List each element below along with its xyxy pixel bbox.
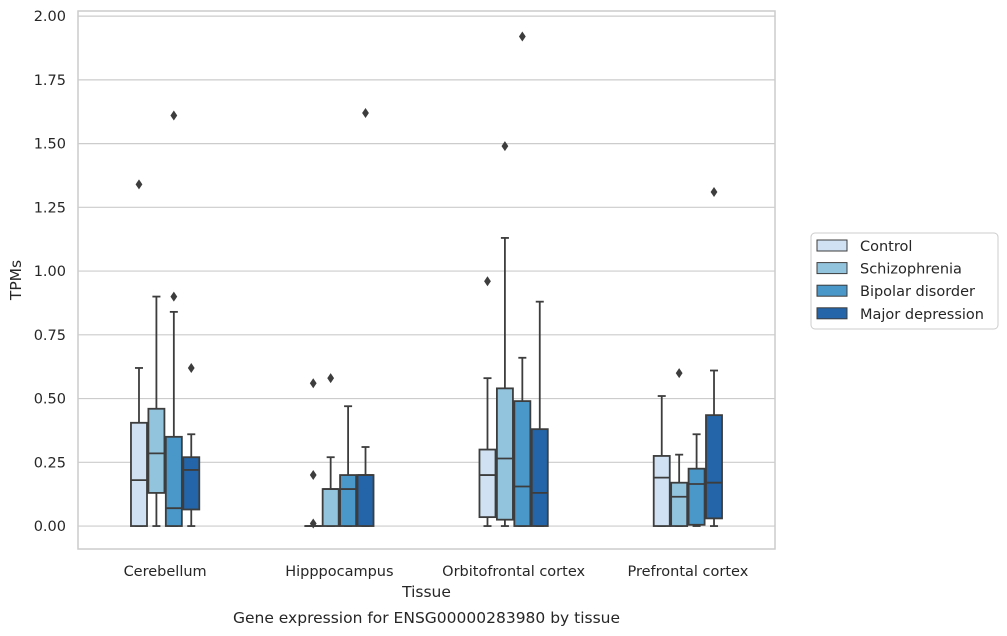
box-group	[339, 405, 358, 527]
legend-entry: Control	[860, 239, 912, 255]
box-group	[670, 368, 689, 527]
box-group	[705, 187, 723, 527]
box-group	[356, 107, 375, 527]
box	[478, 448, 497, 519]
legend-swatch	[816, 239, 848, 252]
box	[182, 456, 201, 511]
box	[130, 421, 148, 527]
box-group	[164, 110, 183, 527]
y-axis-ticks: 0.00 0.25 0.50 0.75 1.00 1.25 1.50 1.75 2.00	[34, 9, 66, 535]
outlier-point	[518, 31, 526, 42]
box-group	[530, 300, 549, 527]
plot-area	[130, 31, 723, 529]
legend-swatch	[816, 262, 848, 275]
y-tick-label: 0.75	[34, 328, 66, 344]
outlier-point	[327, 373, 335, 384]
plot-frame	[77, 10, 776, 550]
box-group	[130, 179, 148, 527]
box	[356, 474, 375, 527]
box-group	[513, 31, 532, 527]
box-group	[495, 141, 514, 527]
outlier-point	[170, 110, 178, 121]
x-tick-label: Hipppocampus	[285, 564, 393, 580]
box-group	[652, 395, 671, 527]
outlier-point	[501, 141, 509, 152]
box	[513, 400, 532, 527]
box	[321, 488, 340, 527]
y-tick-label: 1.25	[34, 200, 66, 216]
outlier-point	[170, 291, 178, 302]
box-group	[321, 373, 340, 527]
y-tick-label: 1.75	[34, 73, 66, 89]
legend-swatch	[816, 307, 848, 320]
x-axis-label: Tissue	[401, 583, 451, 601]
y-tick-label: 0.25	[34, 455, 66, 471]
y-tick-label: 1.50	[34, 137, 66, 153]
outlier-point	[309, 470, 317, 481]
legend-entry: Schizophrenia	[860, 262, 962, 278]
y-tick-label: 0.00	[34, 519, 66, 535]
y-axis-label: TPMs	[7, 260, 25, 301]
figure-caption: Gene expression for ENSG00000283980 by t…	[233, 609, 620, 627]
legend: Control Schizophrenia Bipolar disorder Majo…	[810, 232, 999, 330]
box	[652, 455, 671, 527]
y-tick-label: 0.50	[34, 392, 66, 408]
box	[705, 414, 723, 520]
box-group	[478, 276, 497, 527]
outlier-point	[675, 368, 683, 379]
x-tick-label: Cerebellum	[124, 564, 207, 580]
legend-entry: Major depression	[860, 307, 984, 323]
outlier-point	[710, 187, 718, 198]
outlier-point	[309, 378, 317, 389]
box	[339, 474, 358, 527]
legend-frame	[810, 232, 999, 330]
outlier-point	[484, 276, 491, 287]
box	[530, 428, 549, 527]
box-group	[182, 362, 201, 527]
box	[164, 435, 183, 527]
box	[687, 467, 706, 526]
outlier-point	[187, 362, 195, 373]
outlier-point	[362, 107, 369, 118]
box	[495, 387, 514, 521]
box	[670, 481, 689, 527]
legend-swatch	[816, 284, 848, 297]
x-tick-label: Prefrontal cortex	[627, 564, 748, 580]
box-group	[687, 433, 706, 527]
outlier-point	[135, 179, 143, 190]
box	[147, 407, 166, 494]
box-group	[304, 378, 323, 529]
y-tick-label: 1.00	[34, 264, 66, 280]
outlier-point	[309, 518, 317, 529]
legend-entry: Bipolar disorder	[860, 284, 975, 300]
y-tick-label: 2.00	[34, 9, 66, 25]
x-axis-ticks: Cerebellum Hipppocampus Orbitofrontal cort…	[124, 564, 749, 580]
box-group	[147, 295, 166, 527]
x-tick-label: Orbitofrontal cortex	[442, 564, 585, 580]
